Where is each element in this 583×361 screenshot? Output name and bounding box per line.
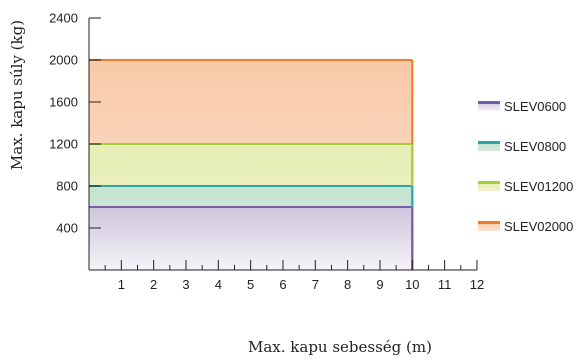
- y-tick-label: 800: [56, 179, 78, 194]
- legend-item-slev0600: SLEV0600: [478, 99, 566, 114]
- y-tick-label: 2000: [49, 53, 78, 68]
- x-tick-label: 8: [344, 277, 351, 292]
- legend-swatch: [478, 142, 500, 151]
- x-tick-label: 3: [182, 277, 189, 292]
- x-tick-label: 6: [279, 277, 286, 292]
- legend-item-slev0800: SLEV0800: [478, 139, 566, 154]
- y-tick-label: 400: [56, 221, 78, 236]
- legend: SLEV0600 SLEV0800 SLEV01200 SLEV02000: [478, 99, 573, 234]
- legend-label: SLEV0600: [504, 99, 566, 114]
- legend-swatch: [478, 222, 500, 231]
- legend-label: SLEV01200: [504, 179, 573, 194]
- x-tick-label: 10: [405, 277, 419, 292]
- x-tick-label: 4: [215, 277, 222, 292]
- y-axis-title: Max. kapu súly (kg): [8, 20, 26, 170]
- legend-label: SLEV0800: [504, 139, 566, 154]
- legend-swatch: [478, 182, 500, 191]
- x-tick-label: 7: [312, 277, 319, 292]
- y-tick-label: 1600: [49, 95, 78, 110]
- legend-swatch: [478, 102, 500, 111]
- x-tick-label: 12: [470, 277, 484, 292]
- x-axis-title: Max. kapu sebesség (m): [248, 338, 432, 356]
- legend-item-slev01200: SLEV01200: [478, 179, 573, 194]
- x-tick-label: 5: [247, 277, 254, 292]
- legend-item-slev02000: SLEV02000: [478, 219, 573, 234]
- band-slev0600: [89, 207, 413, 270]
- y-tick-label: 1200: [49, 137, 78, 152]
- series-bands: [89, 59, 414, 270]
- x-tick-label: 11: [438, 277, 452, 292]
- x-tick-label: 9: [376, 277, 383, 292]
- legend-label: SLEV02000: [504, 219, 573, 234]
- x-tick-label: 1: [118, 277, 125, 292]
- x-tick-label: 2: [150, 277, 157, 292]
- y-tick-label: 2400: [49, 11, 78, 26]
